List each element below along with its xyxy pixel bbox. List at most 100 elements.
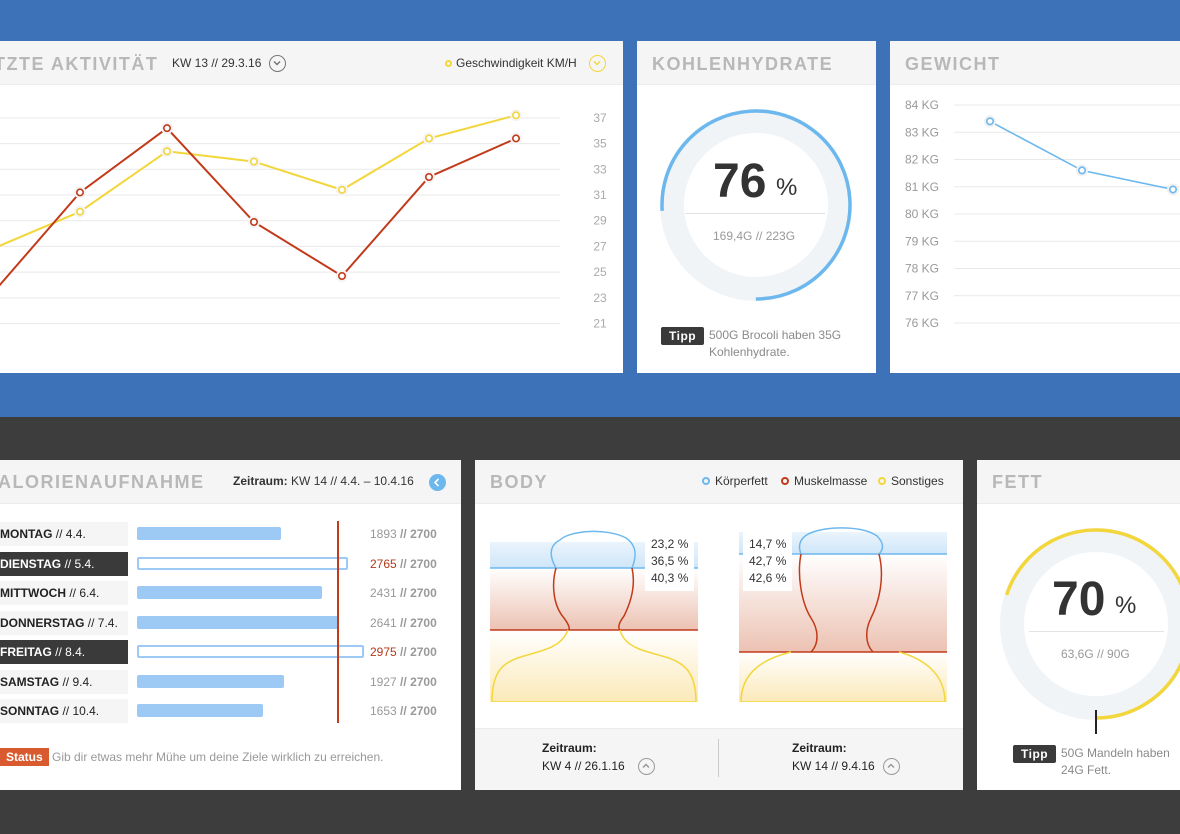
legend-speed-label: Geschwindigkeit KM/H bbox=[456, 56, 577, 70]
data-point bbox=[1168, 185, 1177, 194]
data-point bbox=[1078, 166, 1087, 175]
data-point bbox=[250, 218, 259, 227]
muscle-left: 36,5 % bbox=[651, 554, 689, 568]
status-text: Gib dir etwas mehr Mühe um deine Ziele w… bbox=[52, 750, 384, 764]
ring-inner bbox=[686, 135, 826, 275]
data-point bbox=[76, 207, 85, 216]
calories-day-row[interactable]: SONNTAG // 10.4. bbox=[0, 699, 128, 723]
day-date: // 9.4. bbox=[62, 674, 93, 689]
day-name: MONTAG bbox=[0, 527, 53, 541]
data-point bbox=[424, 173, 433, 182]
day-name: FREITAG bbox=[0, 645, 52, 659]
calories-day-row[interactable]: MONTAG // 4.4. bbox=[0, 522, 128, 546]
day-date: // 5.4. bbox=[64, 556, 95, 571]
day-name: SONNTAG bbox=[0, 704, 60, 718]
legend-other: Sonstiges bbox=[878, 474, 944, 488]
data-point bbox=[163, 124, 172, 133]
calories-goal: 2700 bbox=[410, 586, 437, 600]
carbs-percent-unit: % bbox=[776, 174, 798, 201]
calories-intake: 2641 bbox=[370, 615, 397, 630]
week-dropdown-icon[interactable] bbox=[269, 55, 286, 72]
y-tick-label: 37 bbox=[593, 111, 607, 125]
y-tick-label: 21 bbox=[593, 317, 607, 331]
carbs-title: KOHLENHYDRATE bbox=[652, 54, 834, 74]
activity-week: KW 13 // 29.3.16 bbox=[172, 56, 262, 70]
data-point bbox=[424, 134, 433, 143]
body-title: BODY bbox=[490, 472, 549, 492]
day-name: DIENSTAG bbox=[0, 556, 62, 571]
legend-dot-icon bbox=[878, 476, 886, 485]
body-left-range-value: KW 4 // 26.1.16 bbox=[542, 759, 625, 773]
day-name: MITTWOCH bbox=[0, 586, 66, 600]
y-tick-label: 80 KG bbox=[905, 207, 939, 221]
y-tick-label: 33 bbox=[593, 162, 607, 176]
fat-title: FETT bbox=[992, 472, 1043, 492]
carbs-card: KOHLENHYDRATE 76 % 169,4G // 223G Tipp 5… bbox=[637, 41, 876, 373]
weight-title: GEWICHT bbox=[905, 54, 1001, 74]
activity-chart: 212325272931333537KM25 KM30 KM35 KM40 KM… bbox=[0, 109, 607, 331]
y-tick-label: 82 KG bbox=[905, 153, 939, 167]
y-tick-label: 81 KG bbox=[905, 180, 939, 194]
day-date: // 8.4. bbox=[55, 645, 86, 659]
fat-percent: 70 bbox=[1052, 573, 1106, 626]
fat-card: FETT 70 % 63,6G // 90G Tipp 50G Mandeln … bbox=[977, 460, 1180, 790]
fat-tip-line-2: 24G Fett. bbox=[1061, 763, 1112, 777]
y-tick-label: 79 KG bbox=[905, 234, 939, 248]
calories-title: ALORIENAUFNAHME bbox=[0, 472, 205, 492]
calories-intake: 2765 bbox=[370, 556, 397, 571]
calories-intake: 2975 bbox=[370, 645, 397, 659]
data-point bbox=[250, 157, 259, 166]
y-tick-label: 27 bbox=[593, 239, 607, 253]
calories-day-row[interactable]: SAMSTAG // 9.4. bbox=[0, 669, 128, 694]
data-point bbox=[986, 117, 995, 126]
calories-goal: 2700 bbox=[410, 556, 437, 571]
body-left-range-toggle-icon[interactable] bbox=[638, 758, 655, 775]
legend-body-fat: Körperfett bbox=[702, 474, 768, 488]
activity-card: LETZTE AKTIVITÄT KW 13 // 29.3.16 Geschw… bbox=[0, 41, 623, 373]
calories-goal-line bbox=[337, 521, 339, 723]
calories-day-row[interactable]: DIENSTAG // 5.4. bbox=[0, 551, 128, 576]
calories-bar bbox=[137, 704, 263, 717]
data-point bbox=[337, 185, 346, 194]
data-point bbox=[337, 272, 346, 281]
calories-goal: 2700 bbox=[410, 704, 437, 718]
body-card-header: BODY Körperfett Muskelmasse Sonstiges bbox=[475, 460, 963, 504]
fat-tip-text: 50G Mandeln haben 24G Fett. bbox=[1061, 745, 1170, 779]
carbs-amount: 169,4G // 223G bbox=[713, 229, 796, 243]
calories-range-label: Zeitraum: bbox=[233, 474, 288, 488]
calories-day-row[interactable]: DONNERSTAG // 7.4. bbox=[0, 610, 128, 635]
fat-amount: 63,6G // 90G bbox=[1061, 647, 1130, 661]
day-name: DONNERSTAG bbox=[0, 615, 85, 630]
body-right-range-toggle-icon[interactable] bbox=[883, 758, 900, 775]
calories-goal: 2700 bbox=[410, 674, 437, 689]
status-badge: Status bbox=[0, 748, 49, 766]
body-fat-right: 14,7 % bbox=[749, 537, 787, 551]
ring-progress bbox=[1000, 528, 1180, 720]
day-date: // 7.4. bbox=[87, 615, 118, 630]
y-tick-label: 76 KG bbox=[905, 316, 939, 330]
y-tick-label: 31 bbox=[593, 188, 607, 202]
body-fat-left: 23,2 % bbox=[651, 537, 689, 551]
calories-range-back-icon[interactable] bbox=[429, 474, 446, 491]
activity-title: LETZTE AKTIVITÄT bbox=[0, 54, 159, 74]
legend-muscle: Muskelmasse bbox=[781, 474, 867, 488]
data-point bbox=[163, 147, 172, 156]
y-tick-label: 78 KG bbox=[905, 262, 939, 276]
carbs-tip-line-2: Kohlenhydrate. bbox=[709, 345, 790, 359]
calories-day-row[interactable]: FREITAG // 8.4. bbox=[0, 640, 128, 664]
body-footer-divider bbox=[718, 739, 719, 777]
body-card: BODY Körperfett Muskelmasse Sonstiges 23… bbox=[475, 460, 963, 790]
calories-day-row[interactable]: MITTWOCH // 6.4. bbox=[0, 581, 128, 605]
carbs-tip-text: 500G Brocoli haben 35G Kohlenhydrate. bbox=[709, 327, 841, 361]
legend-dot-icon bbox=[781, 476, 789, 485]
calories-range-value: KW 14 // 4.4. – 10.4.16 bbox=[291, 474, 414, 488]
legend-dot-icon bbox=[445, 60, 452, 67]
data-point bbox=[511, 111, 520, 120]
y-tick-label: 77 KG bbox=[905, 289, 939, 303]
day-name: SAMSTAG bbox=[0, 674, 60, 689]
carbs-divider bbox=[685, 213, 825, 214]
calories-value: 2975 // 2700 bbox=[370, 645, 437, 659]
other-left: 40,3 % bbox=[651, 571, 689, 585]
legend-dropdown-icon[interactable] bbox=[589, 55, 606, 72]
ring-inner bbox=[1026, 554, 1166, 694]
